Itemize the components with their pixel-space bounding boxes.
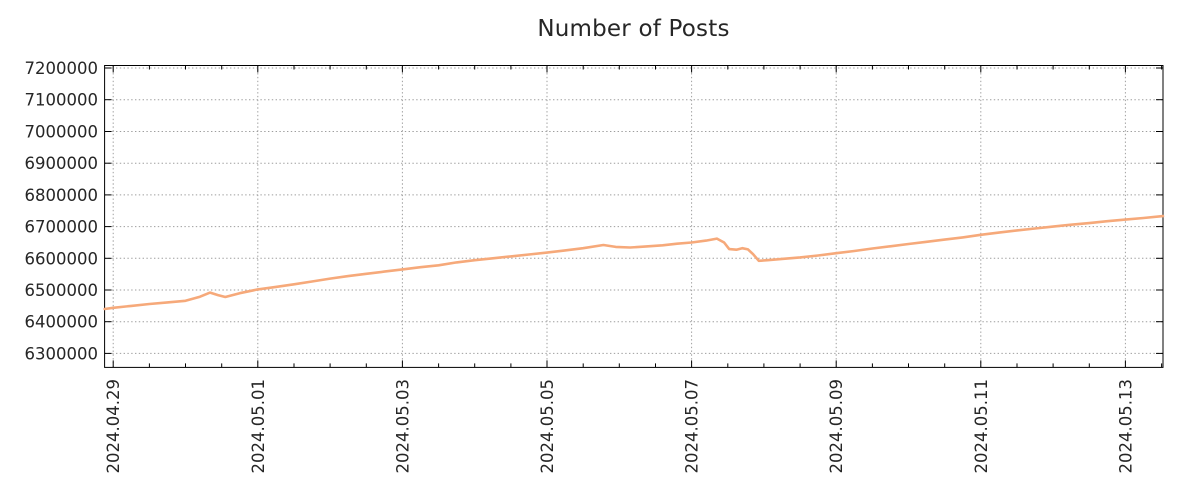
svg-text:2024.05.05: 2024.05.05 xyxy=(538,379,557,473)
svg-text:7000000: 7000000 xyxy=(25,123,99,142)
svg-text:2024.05.03: 2024.05.03 xyxy=(393,379,412,473)
svg-text:6600000: 6600000 xyxy=(25,249,99,268)
series-line xyxy=(103,214,1165,311)
x-axis-labels: 2024.04.29 2024.05.01 2024.05.03 2024.05.05… xyxy=(104,379,1135,473)
svg-text:7200000: 7200000 xyxy=(25,59,99,78)
svg-text:2024.05.01: 2024.05.01 xyxy=(249,379,268,473)
svg-text:2024.05.09: 2024.05.09 xyxy=(827,379,846,473)
axis-ticks xyxy=(104,65,1163,368)
svg-text:2024.05.11: 2024.05.11 xyxy=(972,379,991,473)
gridlines xyxy=(104,65,1163,368)
svg-text:6900000: 6900000 xyxy=(25,154,99,173)
chart-title: Number of Posts xyxy=(537,16,730,42)
svg-text:6800000: 6800000 xyxy=(25,186,99,205)
svg-text:2024.05.13: 2024.05.13 xyxy=(1116,379,1135,473)
svg-text:6500000: 6500000 xyxy=(25,281,99,300)
svg-text:6700000: 6700000 xyxy=(25,218,99,237)
y-axis-labels: 6300000 6400000 6500000 6600000 6700000 68000… xyxy=(25,59,99,363)
svg-text:7100000: 7100000 xyxy=(25,91,99,110)
svg-text:2024.04.29: 2024.04.29 xyxy=(104,379,123,473)
svg-text:6300000: 6300000 xyxy=(25,344,99,363)
svg-text:2024.05.07: 2024.05.07 xyxy=(683,379,702,473)
svg-text:6400000: 6400000 xyxy=(25,313,99,332)
